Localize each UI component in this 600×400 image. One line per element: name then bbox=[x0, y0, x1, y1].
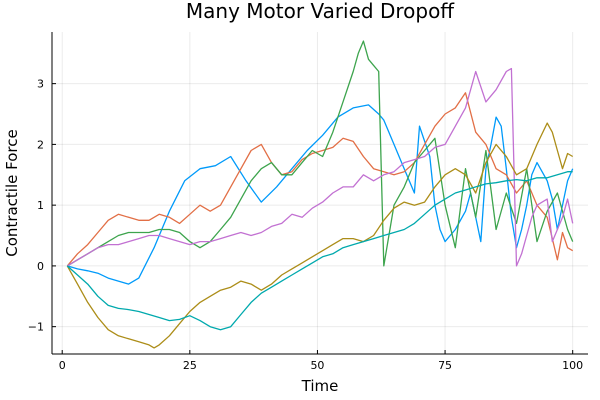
y-tick-label-2: 1 bbox=[37, 199, 44, 212]
axis-layer: 0 25 50 75 100 −1 0 1 2 3 bbox=[28, 32, 588, 372]
x-tick-label-3: 75 bbox=[438, 359, 452, 372]
y-tick-label-1: 0 bbox=[37, 260, 44, 273]
series-line-3 bbox=[66, 40, 574, 267]
series-line-5 bbox=[66, 122, 574, 349]
grid-layer bbox=[52, 32, 588, 354]
x-tick-label-4: 100 bbox=[562, 359, 583, 372]
series-line-4 bbox=[66, 67, 574, 267]
y-tick-label-0: −1 bbox=[28, 321, 44, 334]
x-tick-label-2: 50 bbox=[310, 359, 324, 372]
chart-title: Many Motor Varied Dropoff bbox=[186, 0, 455, 23]
x-tick-label-0: 0 bbox=[59, 359, 66, 372]
series-line-1 bbox=[67, 104, 574, 285]
y-axis-label: Contractile Force bbox=[3, 129, 21, 256]
series-line-2 bbox=[66, 92, 574, 267]
series-layer bbox=[66, 40, 574, 349]
x-tick-label-1: 25 bbox=[183, 359, 197, 372]
y-tick-label-3: 2 bbox=[37, 138, 44, 151]
series-line-6 bbox=[66, 171, 573, 331]
y-tick-label-4: 3 bbox=[37, 78, 44, 91]
x-axis-label: Time bbox=[301, 377, 339, 395]
